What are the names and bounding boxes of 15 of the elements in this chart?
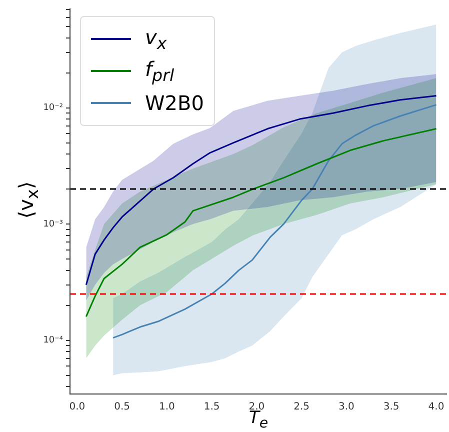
x-tick-label: 0.5 (114, 402, 130, 413)
legend-label: v$_{x}$ (145, 25, 167, 53)
y-tick-label: 10⁻² (43, 103, 64, 114)
y-tick-label: 10⁻³ (43, 219, 64, 230)
legend-label: f$_{prl}$ (145, 57, 174, 85)
legend-label: W2B0 (145, 91, 204, 115)
x-axis-title: T$_{e}$ (248, 408, 268, 432)
x-tick-label: 3.5 (383, 402, 400, 413)
x-tick-label: 4.0 (428, 402, 444, 413)
x-tick-label: 0.0 (69, 402, 86, 413)
x-tick-label: 1.5 (204, 402, 220, 413)
y-tick-label: 10⁻⁴ (43, 336, 64, 346)
x-tick-label: 2.5 (294, 402, 310, 413)
x-tick-label: 1.0 (158, 402, 175, 413)
x-tick-label: 3.0 (338, 402, 354, 413)
